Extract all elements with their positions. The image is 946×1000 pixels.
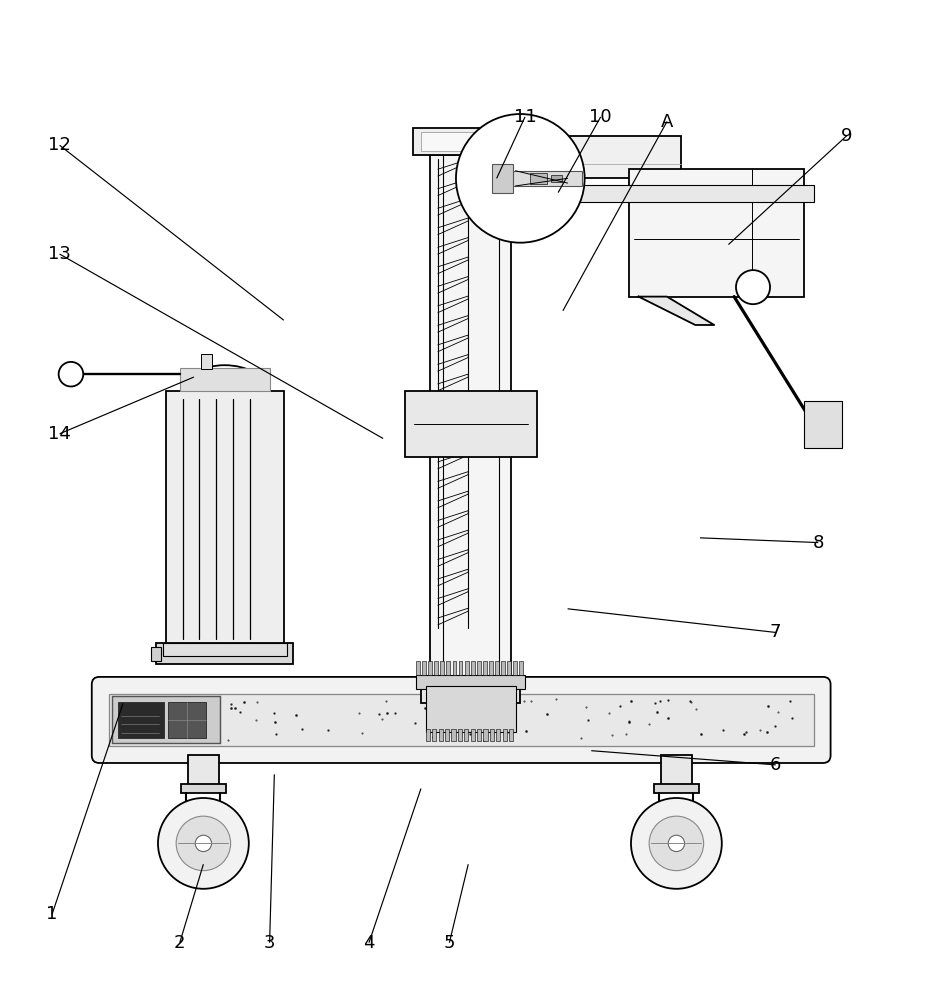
Text: 2: 2 (174, 934, 185, 952)
Bar (464, 661, 468, 675)
Bar (416, 661, 420, 675)
Bar (430, 155, 511, 684)
Text: A: A (660, 113, 674, 131)
Bar (432, 729, 436, 741)
Bar (492, 164, 513, 193)
Bar (426, 729, 429, 741)
Bar (429, 661, 432, 675)
Bar (490, 729, 494, 741)
Text: 13: 13 (48, 245, 71, 263)
Bar (405, 391, 537, 457)
Bar (163, 643, 287, 656)
Circle shape (668, 835, 685, 852)
Bar (445, 729, 449, 741)
Circle shape (736, 270, 770, 304)
Bar (477, 661, 481, 675)
Bar (416, 675, 525, 689)
Text: 3: 3 (264, 934, 275, 952)
Bar (489, 661, 493, 675)
Bar (422, 661, 427, 675)
Bar (551, 175, 562, 182)
Circle shape (456, 114, 585, 243)
Bar (434, 661, 438, 675)
Text: 12: 12 (48, 136, 71, 154)
Polygon shape (639, 297, 714, 325)
Bar (497, 171, 582, 186)
Text: 7: 7 (770, 623, 781, 641)
Bar (112, 696, 220, 743)
Bar (629, 169, 804, 297)
Text: 11: 11 (514, 108, 536, 126)
Bar (470, 729, 475, 741)
Bar (477, 729, 482, 741)
Text: 1: 1 (46, 905, 58, 923)
Bar (459, 661, 463, 675)
Circle shape (176, 816, 231, 871)
Text: 4: 4 (363, 934, 375, 952)
Bar (201, 354, 212, 369)
Bar (519, 661, 523, 675)
Bar (180, 368, 270, 391)
Bar (168, 702, 206, 738)
Bar (421, 132, 520, 151)
Bar (451, 729, 456, 741)
Bar (513, 661, 517, 675)
Circle shape (631, 798, 722, 889)
Bar (181, 784, 226, 793)
Bar (507, 661, 511, 675)
Bar (804, 401, 842, 448)
Bar (509, 729, 514, 741)
Bar (530, 173, 547, 184)
Bar (166, 391, 284, 647)
Bar (439, 729, 443, 741)
Bar (151, 647, 161, 661)
Bar (426, 686, 516, 732)
Bar (497, 729, 500, 741)
Text: 14: 14 (48, 425, 71, 443)
Circle shape (195, 835, 212, 852)
Circle shape (649, 816, 704, 871)
Bar (188, 755, 219, 786)
Bar (413, 128, 528, 155)
Text: 9: 9 (841, 127, 852, 145)
Bar (661, 755, 692, 786)
Bar (452, 661, 456, 675)
Bar (500, 661, 505, 675)
Bar (502, 729, 507, 741)
Bar (516, 185, 814, 202)
Bar (482, 661, 486, 675)
Bar (511, 136, 681, 178)
Bar (464, 729, 468, 741)
Text: 5: 5 (444, 934, 455, 952)
Bar (447, 661, 450, 675)
Bar (421, 680, 520, 703)
Circle shape (59, 362, 83, 386)
Bar (654, 784, 699, 793)
Bar (483, 729, 487, 741)
FancyBboxPatch shape (92, 677, 831, 763)
Bar (458, 729, 462, 741)
Bar (495, 661, 499, 675)
Bar (470, 661, 475, 675)
Circle shape (158, 798, 249, 889)
Text: 8: 8 (813, 534, 824, 552)
Bar (156, 643, 293, 664)
Bar (118, 702, 164, 738)
Text: 10: 10 (589, 108, 612, 126)
Bar (109, 694, 814, 746)
Bar (441, 661, 445, 675)
Text: 6: 6 (770, 756, 781, 774)
